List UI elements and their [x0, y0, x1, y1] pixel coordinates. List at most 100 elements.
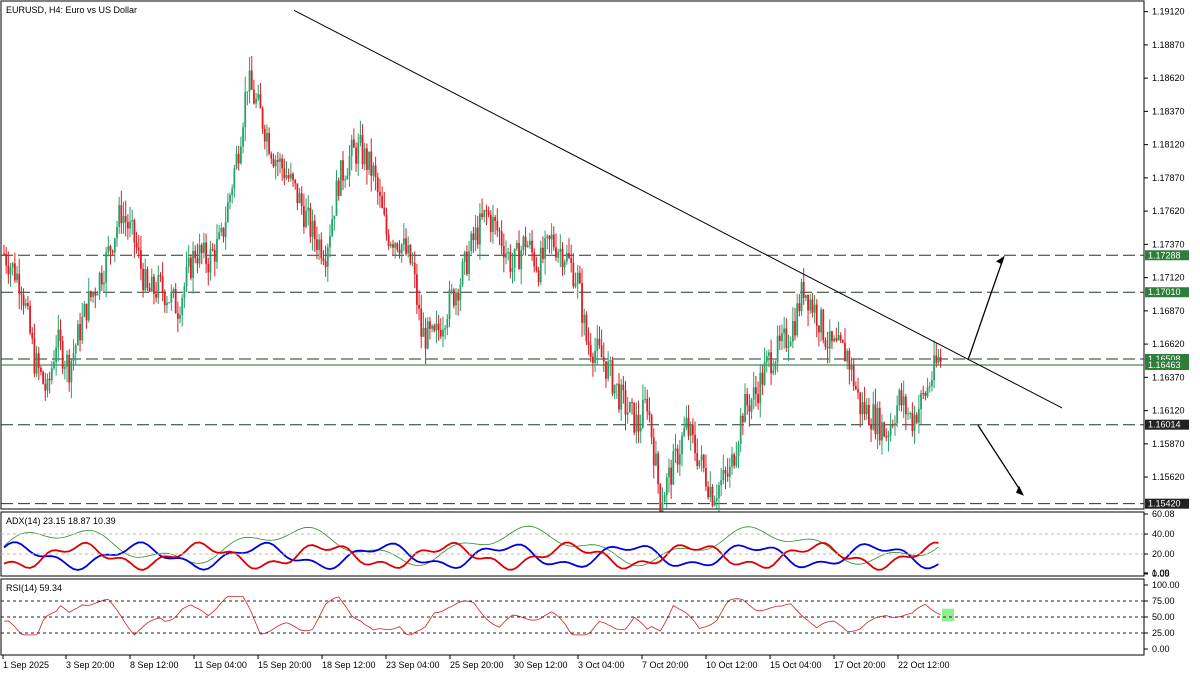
price-tick-label: 1.16370	[1152, 372, 1185, 382]
candle-body	[346, 175, 349, 180]
candle-body	[66, 354, 68, 367]
candle-body	[602, 357, 605, 362]
candle-body	[702, 454, 705, 469]
candle-body	[728, 466, 731, 477]
candle-body	[550, 234, 553, 240]
rsi-lines	[3, 596, 954, 636]
arrow-down	[977, 424, 1023, 494]
candle-body	[70, 361, 73, 383]
time-tick-label: 23 Sep 04:00	[386, 660, 440, 670]
candle-body	[557, 251, 560, 258]
candle-body	[435, 323, 438, 331]
candle-body	[131, 219, 134, 222]
candle-body	[363, 148, 366, 165]
candle-body	[198, 244, 201, 264]
candle-body	[907, 413, 909, 415]
candle-body	[459, 284, 462, 301]
candle-body	[35, 353, 38, 374]
candle-body	[913, 414, 916, 431]
candle-body	[300, 193, 303, 207]
candle-body	[107, 246, 110, 253]
candle-body	[392, 244, 394, 248]
candle-body	[63, 366, 66, 369]
candle-body	[446, 318, 449, 329]
candle-body	[861, 402, 864, 415]
price-tick-label: 1.16870	[1152, 306, 1185, 316]
candle-body	[676, 448, 679, 465]
candle-body	[246, 91, 249, 93]
candle-body	[659, 484, 662, 513]
candle-body	[261, 108, 264, 129]
candle-body	[635, 414, 638, 433]
candle-body	[894, 423, 896, 426]
adx-line	[3, 525, 939, 567]
candle-body	[928, 386, 931, 388]
candle-body	[600, 345, 603, 358]
price-tick-label: 1.18120	[1152, 140, 1185, 150]
candle-body	[344, 179, 347, 181]
price-tick-label: 1.15870	[1152, 439, 1185, 449]
candle-body	[715, 498, 718, 501]
candle-body	[3, 253, 5, 255]
candle-body	[526, 245, 529, 248]
price-tick-label: 1.17620	[1152, 206, 1185, 216]
candle-body	[92, 292, 94, 298]
candle-body	[420, 308, 423, 337]
candle-body	[785, 328, 788, 348]
candle-body	[298, 193, 301, 203]
candle-body	[637, 414, 640, 432]
candle-body	[696, 452, 699, 466]
candle-body	[205, 242, 208, 265]
rsi-tick-label: 75.00	[1152, 596, 1175, 606]
candle-body	[587, 341, 590, 345]
candle-body	[37, 353, 40, 368]
candle-body	[500, 231, 503, 246]
candle-body	[578, 272, 581, 284]
candle-body	[450, 289, 453, 291]
candle-body	[813, 304, 816, 313]
candle-body	[598, 338, 601, 346]
candle-body	[613, 384, 616, 394]
candle-body	[96, 293, 99, 296]
candle-body	[915, 414, 918, 423]
candle-body	[870, 425, 872, 430]
level-label-box	[1145, 359, 1189, 370]
candle-body	[750, 399, 753, 412]
candle-body	[203, 242, 205, 253]
candle-body	[733, 454, 736, 466]
candle-body	[257, 94, 260, 99]
candle-body	[207, 264, 210, 273]
level-label: 1.16508	[1148, 354, 1181, 364]
candle-body	[850, 364, 853, 370]
candle-body	[309, 207, 312, 237]
candle-body	[761, 372, 764, 385]
candle-body	[85, 303, 88, 321]
candle-body	[746, 393, 749, 406]
level-label-box	[1145, 287, 1189, 298]
candle-body	[511, 267, 514, 272]
level-label: 1.17288	[1148, 250, 1181, 260]
candle-body	[713, 500, 716, 506]
candle-body	[772, 370, 775, 374]
candle-body	[352, 139, 355, 148]
candle-body	[196, 258, 199, 264]
candle-body	[744, 393, 746, 423]
candle-body	[5, 253, 8, 266]
time-axis: 1 Sep 2025 3 Sep 20:00 8 Sep 12:00 11 Sep 0…	[2, 655, 950, 670]
candle-body	[709, 486, 712, 498]
candle-body	[889, 424, 892, 435]
candle-body	[926, 387, 929, 396]
candle-body	[620, 384, 623, 410]
candle-body	[24, 303, 27, 306]
candle-body	[555, 247, 557, 258]
candle-body	[668, 467, 670, 478]
candle-body	[592, 356, 594, 363]
candle-body	[483, 210, 486, 217]
rsi-line	[3, 596, 941, 636]
candle-body	[711, 486, 714, 506]
rsi-tick-label: 100.00	[1152, 580, 1180, 590]
candle-body	[33, 338, 36, 374]
candle-body	[113, 238, 116, 253]
level-label-box	[1145, 498, 1189, 509]
candle-body	[922, 393, 925, 395]
